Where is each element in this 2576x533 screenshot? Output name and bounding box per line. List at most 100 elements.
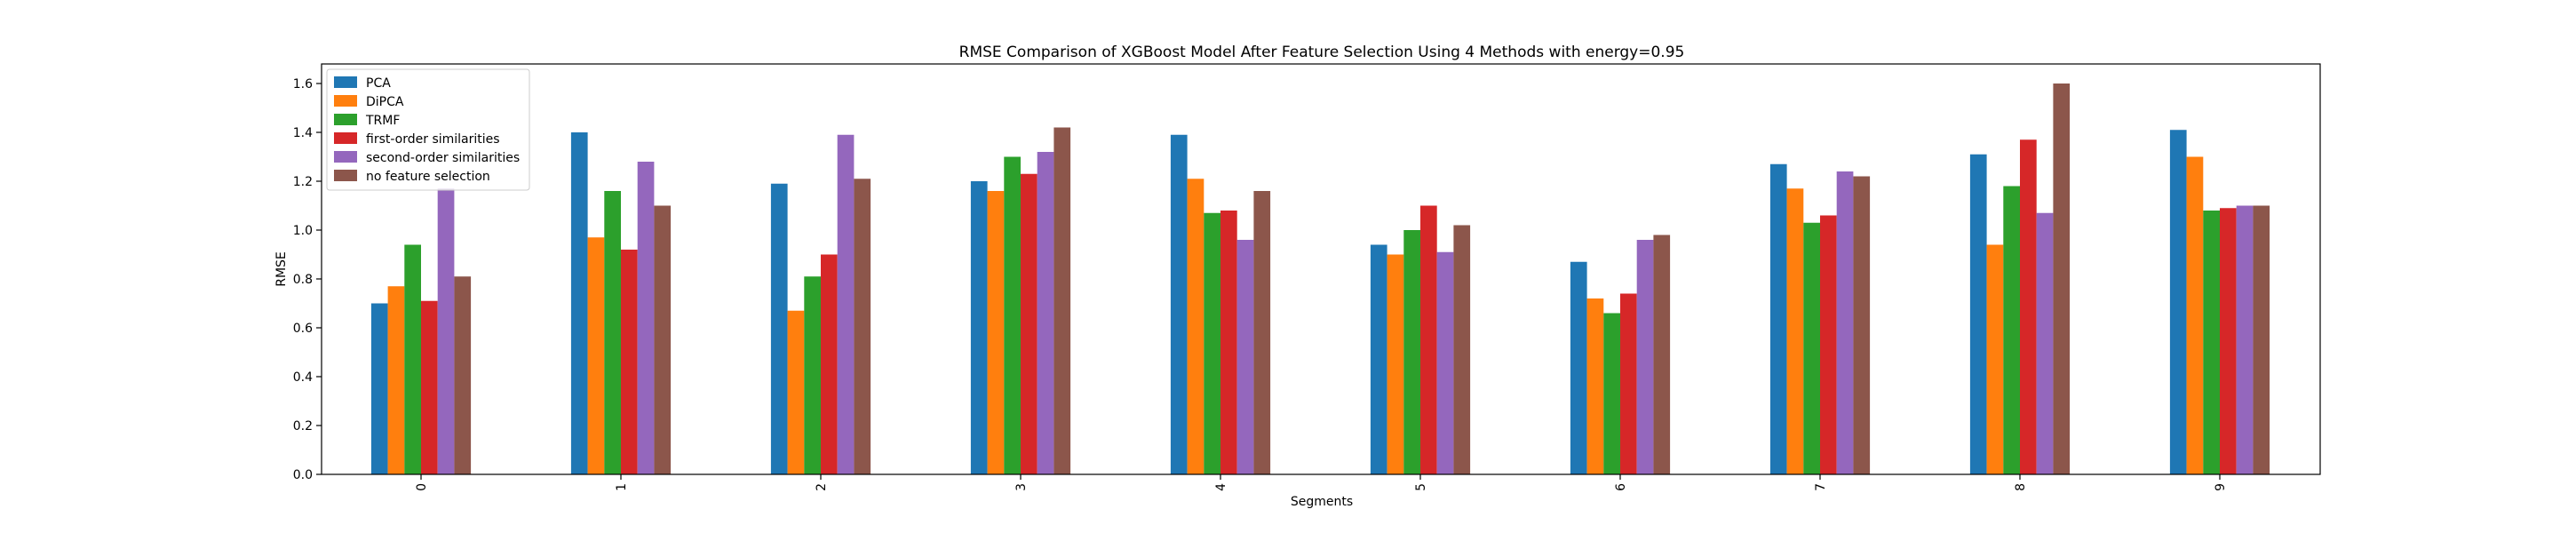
bar-second-order-similarities-segment-6 (1636, 240, 1654, 474)
bar-pca-segment-5 (1370, 244, 1387, 474)
bar-second-order-similarities-segment-1 (637, 162, 655, 474)
bar-dipca-segment-7 (1786, 188, 1804, 474)
bar-pca-segment-2 (770, 183, 788, 474)
bar-dipca-segment-0 (387, 286, 405, 474)
bar-pca-segment-1 (570, 132, 588, 474)
x-tick-label: 2 (815, 483, 829, 491)
bar-trmf-segment-1 (604, 191, 621, 474)
y-axis: 0.0 0.2 0.4 0.6 0.8 1.0 1.2 1.4 1.6 (293, 77, 322, 482)
x-tick-label: 0 (415, 483, 429, 491)
legend: PCA DiPCA TRMF first-order similarities seco… (326, 68, 530, 191)
legend-swatch (334, 170, 357, 181)
y-tick-label: 0.0 (293, 468, 313, 482)
bar-first-order-similarities-segment-3 (1021, 173, 1038, 474)
x-axis-label: Segments (1291, 495, 1353, 509)
bar-second-order-similarities-segment-2 (837, 134, 855, 474)
bar-pca-segment-3 (970, 181, 988, 474)
y-tick-label: 1.0 (293, 224, 313, 238)
bar-no-feature-selection-segment-1 (654, 205, 672, 474)
bar-dipca-segment-6 (1586, 298, 1604, 474)
legend-swatch (334, 76, 357, 88)
bar-no-feature-selection-segment-7 (1853, 176, 1871, 474)
bar-pca-segment-4 (1170, 134, 1188, 474)
bar-first-order-similarities-segment-5 (1420, 205, 1437, 474)
bar-second-order-similarities-segment-7 (1836, 171, 1854, 474)
x-tick-label: 3 (1014, 483, 1029, 491)
bar-dipca-segment-5 (1387, 254, 1404, 474)
legend-swatch (334, 114, 357, 125)
legend-label: first-order similarities (366, 132, 500, 147)
bar-trmf-segment-0 (404, 244, 421, 474)
bar-first-order-similarities-segment-9 (2220, 208, 2237, 474)
bar-trmf-segment-5 (1403, 230, 1420, 474)
bars-group (370, 84, 2270, 474)
bar-trmf-segment-8 (2003, 186, 2020, 474)
bar-first-order-similarities-segment-8 (2020, 139, 2037, 474)
x-tick-label: 8 (2014, 483, 2028, 491)
y-tick-label: 0.6 (293, 322, 313, 336)
x-tick-label: 6 (1614, 483, 1628, 491)
bar-dipca-segment-3 (987, 191, 1005, 474)
bar-second-order-similarities-segment-5 (1436, 251, 1454, 474)
bar-no-feature-selection-segment-4 (1253, 191, 1271, 474)
bar-first-order-similarities-segment-6 (1620, 293, 1637, 474)
bar-pca-segment-9 (2169, 130, 2187, 474)
legend-swatch (334, 151, 357, 163)
bar-trmf-segment-2 (804, 276, 821, 474)
bar-second-order-similarities-segment-8 (2036, 212, 2054, 474)
y-tick-label: 1.4 (293, 126, 313, 140)
bar-pca-segment-8 (1969, 154, 1987, 474)
bar-pca-segment-6 (1570, 261, 1587, 474)
bar-first-order-similarities-segment-1 (621, 250, 638, 474)
bar-dipca-segment-4 (1187, 179, 1205, 474)
x-axis: 0 1 2 3 4 5 6 7 8 9 (415, 474, 2228, 491)
y-tick-label: 1.6 (293, 77, 313, 91)
y-tick-label: 0.2 (293, 419, 313, 434)
bar-no-feature-selection-segment-9 (2253, 205, 2270, 474)
bar-second-order-similarities-segment-0 (437, 188, 455, 474)
bar-pca-segment-7 (1769, 163, 1787, 474)
bar-trmf-segment-7 (1803, 222, 1820, 474)
bar-trmf-segment-6 (1603, 313, 1620, 474)
bar-trmf-segment-9 (2203, 211, 2220, 474)
legend-label: DiPCA (366, 95, 404, 109)
y-tick-label: 0.4 (293, 370, 313, 385)
bar-first-order-similarities-segment-0 (421, 300, 438, 474)
x-tick-label: 4 (1214, 483, 1228, 491)
legend-box (326, 68, 530, 191)
bar-pca-segment-0 (370, 303, 388, 474)
bar-dipca-segment-8 (1986, 244, 2004, 474)
bar-trmf-segment-4 (1204, 212, 1220, 474)
bar-no-feature-selection-segment-6 (1653, 235, 1671, 474)
bar-first-order-similarities-segment-2 (821, 254, 838, 474)
bar-first-order-similarities-segment-4 (1220, 211, 1237, 474)
x-tick-label: 9 (2214, 483, 2228, 491)
y-tick-label: 0.8 (293, 273, 313, 287)
bar-second-order-similarities-segment-4 (1236, 240, 1254, 474)
x-tick-label: 7 (1814, 483, 1828, 491)
bar-no-feature-selection-segment-0 (454, 276, 472, 474)
legend-label: PCA (366, 76, 391, 91)
chart-title: RMSE Comparison of XGBoost Model After F… (959, 44, 1685, 61)
legend-label: TRMF (365, 114, 400, 128)
bar-no-feature-selection-segment-5 (1453, 225, 1471, 474)
bar-no-feature-selection-segment-8 (2053, 84, 2071, 474)
x-tick-label: 5 (1414, 483, 1428, 491)
plot-frame (321, 63, 2321, 475)
bar-second-order-similarities-segment-3 (1037, 152, 1054, 474)
bar-no-feature-selection-segment-3 (1053, 127, 1071, 474)
bar-second-order-similarities-segment-9 (2236, 205, 2254, 474)
bar-dipca-segment-9 (2186, 156, 2204, 474)
legend-label: second-order similarities (366, 151, 520, 165)
x-tick-label: 1 (615, 483, 629, 491)
legend-swatch (334, 95, 357, 107)
y-axis-label: RMSE (274, 251, 289, 287)
y-tick-label: 1.2 (293, 175, 313, 189)
legend-label: no feature selection (366, 170, 490, 184)
bar-dipca-segment-1 (587, 237, 605, 474)
bar-no-feature-selection-segment-2 (854, 179, 871, 474)
bar-trmf-segment-3 (1004, 156, 1021, 474)
bar-first-order-similarities-segment-7 (1820, 215, 1837, 474)
bar-dipca-segment-2 (787, 310, 805, 474)
